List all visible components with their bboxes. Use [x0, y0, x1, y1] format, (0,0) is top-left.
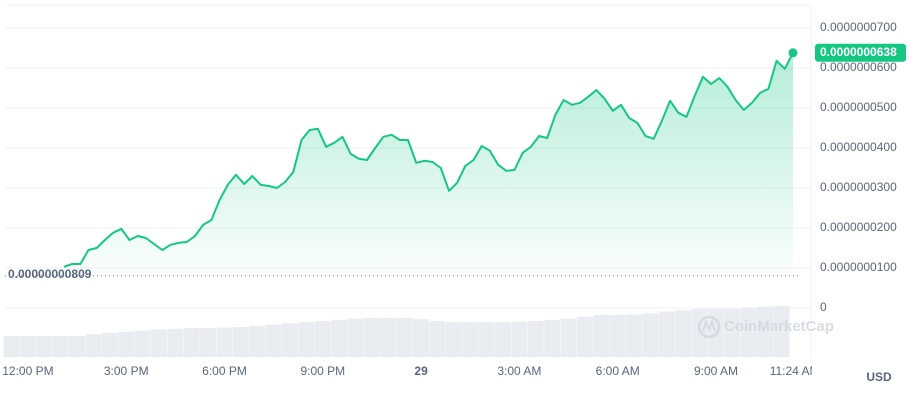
volume-bar — [69, 336, 86, 357]
volume-bar — [724, 309, 741, 357]
volume-bar — [576, 316, 593, 357]
volume-bar — [232, 327, 249, 357]
volume-bar — [658, 311, 675, 357]
volume-bar — [544, 319, 561, 357]
area — [64, 52, 793, 276]
volume-bar — [495, 322, 512, 357]
volume-bar — [609, 315, 626, 357]
y-tick-label: 0.0000000500 — [820, 100, 897, 114]
volume-bar — [593, 315, 610, 357]
volume-bar — [511, 321, 528, 357]
volume-bar — [396, 318, 413, 357]
volume-bar — [36, 336, 53, 357]
volume-bar — [101, 333, 118, 357]
volume-bar — [560, 318, 577, 357]
price-line — [63, 52, 794, 268]
volume-bar — [118, 331, 135, 357]
x-tick-label: 6:00 PM — [202, 364, 247, 378]
volume-bar — [757, 306, 774, 357]
labels: 0 0.0000000100 0.0000000200 0.0000000300 0.0… — [8, 20, 906, 314]
volume-bar — [314, 321, 331, 357]
current-price-label: 0.0000000638 — [820, 45, 897, 59]
volume-bar — [478, 322, 495, 357]
volume-bar — [527, 321, 544, 357]
current-price-dot — [788, 48, 798, 58]
volume-bar — [216, 327, 233, 357]
volume-bar — [740, 307, 757, 357]
start-price-label: 0.00000000809 — [8, 267, 92, 281]
y-tick-label: 0.0000000200 — [820, 220, 897, 234]
volume-bar — [200, 328, 217, 357]
volume-bar — [3, 336, 20, 357]
volume-bar — [445, 322, 462, 357]
watermark: CoinMarketCap — [697, 315, 834, 339]
volume-bar — [52, 336, 69, 357]
volume-bar — [134, 330, 151, 357]
x-tick-label: 3:00 PM — [104, 364, 149, 378]
volume-bar — [642, 313, 659, 357]
volume-bar — [429, 321, 446, 357]
volume-bar — [331, 319, 348, 357]
x-tick-label: 12:00 PM — [2, 364, 53, 378]
currency-label: USD — [866, 370, 892, 384]
volume-bar — [413, 319, 430, 357]
y-tick-label: 0.0000000400 — [820, 140, 897, 154]
x-tick-label: 9:00 PM — [300, 364, 345, 378]
volume-bar — [150, 329, 167, 357]
volume-bar — [298, 322, 315, 357]
volume-bar — [675, 310, 692, 357]
volume-bar — [85, 334, 102, 357]
watermark-logo — [702, 319, 716, 332]
y-tick-label: 0.0000000300 — [820, 180, 897, 194]
x-tick-label: 3:00 AM — [497, 364, 541, 378]
watermark-text: CoinMarketCap — [724, 318, 834, 335]
volume-bar — [183, 328, 200, 357]
x-tick-label: 29 — [414, 364, 428, 378]
y-tick-label: 0.0000000100 — [820, 260, 897, 274]
volume-bar — [347, 318, 364, 357]
volume — [3, 306, 790, 357]
volume-bar — [462, 322, 479, 357]
y-tick-label: 0.0000000700 — [820, 20, 897, 34]
volume-bar — [167, 328, 184, 357]
volume-bar — [282, 323, 299, 357]
x-axis: 12:00 PM 3:00 PM 6:00 PM 9:00 PM 29 3:00 AM 6:… — [2, 364, 820, 378]
watermark-logo — [697, 315, 721, 339]
current-price-badge — [815, 43, 906, 62]
x-tick-label: 6:00 AM — [596, 364, 640, 378]
volume-bar — [363, 318, 380, 357]
y-tick-label: 0 — [820, 300, 827, 314]
volume-bar — [265, 324, 282, 357]
volume-bar — [380, 318, 397, 357]
price-area — [64, 52, 793, 276]
volume-bar — [773, 306, 790, 357]
volume-bar — [19, 336, 36, 357]
volume-bar — [249, 325, 266, 357]
x-tick-label: 9:00 AM — [694, 364, 738, 378]
y-tick-label: 0.0000000600 — [820, 60, 897, 74]
x-tick-label: 11:24 AM — [770, 364, 820, 378]
volume-bar — [626, 314, 643, 357]
price-line — [63, 48, 798, 268]
